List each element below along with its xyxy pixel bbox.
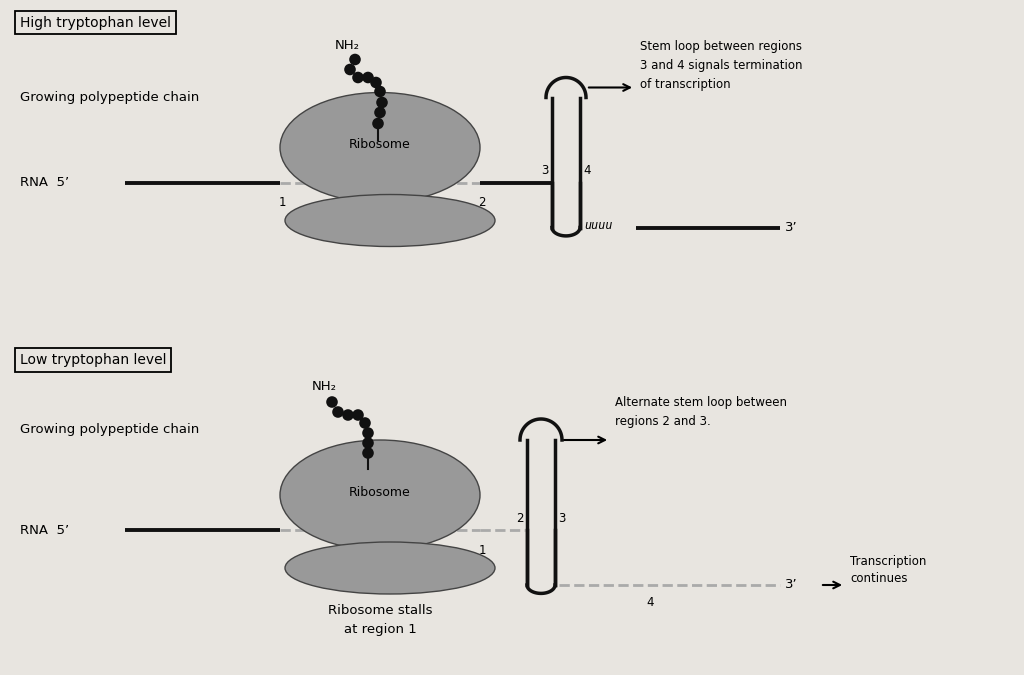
Text: 3’: 3’	[785, 578, 798, 591]
Text: Ribosome: Ribosome	[349, 485, 411, 499]
Circle shape	[352, 72, 364, 83]
Circle shape	[376, 97, 388, 108]
Text: Stem loop between regions
3 and 4 signals termination
of transcription: Stem loop between regions 3 and 4 signal…	[640, 40, 803, 91]
Ellipse shape	[280, 440, 480, 550]
Text: Alternate stem loop between
regions 2 and 3.: Alternate stem loop between regions 2 an…	[615, 396, 787, 428]
Circle shape	[371, 77, 382, 88]
Circle shape	[349, 54, 360, 65]
Text: 3: 3	[558, 512, 565, 524]
Text: RNA  5’: RNA 5’	[20, 176, 70, 189]
Circle shape	[362, 72, 374, 83]
Text: 4: 4	[584, 164, 591, 177]
Text: Ribosome: Ribosome	[349, 138, 411, 151]
Text: uuuu: uuuu	[584, 219, 612, 232]
Text: Growing polypeptide chain: Growing polypeptide chain	[20, 423, 200, 437]
Circle shape	[352, 409, 364, 421]
Text: Ribosome stalls
at region 1: Ribosome stalls at region 1	[328, 604, 432, 636]
Text: NH₂: NH₂	[335, 39, 360, 52]
Circle shape	[344, 63, 355, 76]
Ellipse shape	[285, 194, 495, 246]
Text: 2: 2	[478, 196, 485, 209]
Text: High tryptophan level: High tryptophan level	[20, 16, 171, 30]
Ellipse shape	[280, 92, 480, 202]
Text: Low tryptophan level: Low tryptophan level	[20, 353, 167, 367]
Circle shape	[327, 396, 338, 408]
Text: NH₂: NH₂	[312, 381, 337, 394]
Text: 2: 2	[516, 512, 523, 524]
Circle shape	[374, 86, 386, 97]
Text: 3: 3	[542, 164, 549, 177]
Text: Transcription
continues: Transcription continues	[850, 554, 927, 585]
Text: RNA  5’: RNA 5’	[20, 524, 70, 537]
Text: 3’: 3’	[785, 221, 798, 234]
Circle shape	[374, 107, 386, 118]
Circle shape	[362, 427, 374, 439]
Text: 1: 1	[279, 196, 286, 209]
Ellipse shape	[285, 542, 495, 594]
Text: Growing polypeptide chain: Growing polypeptide chain	[20, 91, 200, 104]
Circle shape	[359, 417, 371, 429]
Circle shape	[342, 409, 354, 421]
Circle shape	[362, 437, 374, 449]
Circle shape	[362, 448, 374, 459]
Text: 1: 1	[478, 543, 485, 556]
Circle shape	[372, 117, 384, 130]
Text: 4: 4	[646, 597, 653, 610]
Circle shape	[332, 406, 344, 418]
